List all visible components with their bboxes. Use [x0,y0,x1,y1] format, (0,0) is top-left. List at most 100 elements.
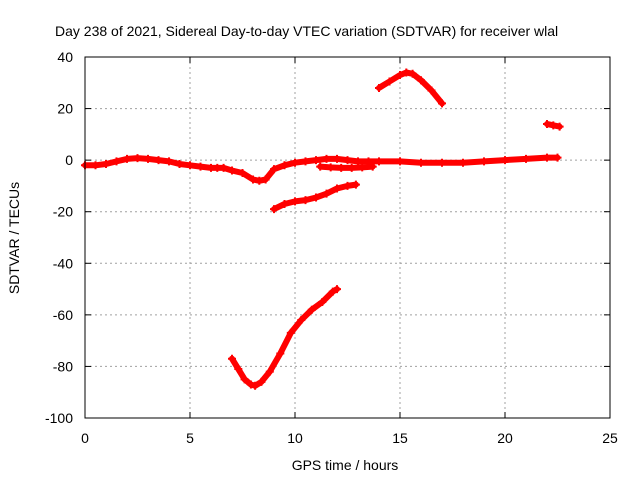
data-point [102,160,110,169]
data-point [316,162,325,171]
data-point [297,316,306,325]
chart-title: Day 238 of 2021, Sidereal Day-to-day VTE… [55,23,558,39]
data-point [396,71,404,80]
data-point [417,76,425,85]
data-point [555,122,564,131]
data-point [459,158,467,167]
data-point [175,160,184,169]
y-tick-label: 20 [57,101,73,117]
y-axis: -100 -80 -60 -40 -20 0 20 40 [45,49,610,426]
grid-lines [85,57,610,418]
data-point [354,157,362,166]
data-point [358,163,367,172]
data-point [238,169,247,178]
data-point [553,153,562,162]
data-point [276,349,285,358]
series-points-4 [228,285,341,390]
data-point [257,377,266,386]
series-points-2 [270,180,360,214]
data-point [396,157,404,166]
y-tick-label: -20 [53,204,73,220]
x-tick-label: 0 [81,430,89,446]
data-point [91,161,100,170]
data-point [307,305,316,314]
data-point [480,157,488,166]
series-points-1 [81,153,562,185]
data-point [265,367,274,376]
data-point [375,157,383,166]
data-point [417,158,425,167]
data-point [144,154,152,163]
data-point [318,297,327,306]
data-point [375,83,383,92]
data-point [347,163,356,172]
data-point [291,158,299,167]
data-point [333,285,341,294]
data-point [343,156,352,165]
data-point [549,121,558,130]
data-point [255,176,264,185]
data-point [165,157,173,166]
data-point [186,161,194,170]
data-point [322,154,331,163]
data-point [543,153,551,162]
y-tick-label: 0 [65,152,73,168]
data-point [385,77,394,86]
data-point [301,196,310,205]
data-point [112,157,121,166]
data-point [249,175,257,184]
data-point [301,157,310,166]
data-point [312,156,320,165]
data-point [270,165,278,174]
x-tick-label: 15 [392,430,408,446]
data-point [368,162,377,171]
data-point [522,154,530,163]
data-point [228,354,236,363]
data-point [270,205,278,214]
data-point [337,163,346,172]
data-point [133,154,142,163]
x-axis: 0 5 10 15 20 25 [81,57,618,446]
y-tick-label: -40 [53,255,73,271]
series-points-6 [543,120,564,131]
series-line-4 [229,286,340,389]
series-points-3 [316,162,377,172]
x-tick-label: 5 [186,430,194,446]
data-point [402,68,411,77]
data-point [251,381,260,390]
data-point [240,375,249,384]
data-point [261,175,270,184]
data-point [343,181,352,190]
series-line-1 [82,154,561,184]
data-point [328,287,337,296]
y-tick-label: 40 [57,49,73,65]
data-point [438,99,446,108]
data-point [543,120,551,129]
data-point [196,162,205,171]
data-point [408,69,417,78]
data-point [280,161,289,170]
data-point [280,199,289,208]
data-point [333,184,341,193]
data-point [246,380,255,389]
data-point [351,180,360,189]
x-tick-label: 25 [602,430,618,446]
data-point [228,166,236,175]
data-point [501,156,509,165]
plot-frame [84,56,611,419]
y-tick-label: -100 [45,410,73,426]
data-point [427,86,436,95]
data-point [219,163,228,172]
data-point [234,365,243,374]
data-point [154,156,163,165]
series-line-5 [376,69,445,107]
y-tick-label: -60 [53,307,73,323]
data-point [286,328,295,337]
data-point [123,154,131,163]
data-series [81,68,564,390]
data-point [438,158,446,167]
data-point [326,163,335,172]
series-points-5 [375,68,446,108]
x-axis-label: GPS time / hours [292,457,399,473]
